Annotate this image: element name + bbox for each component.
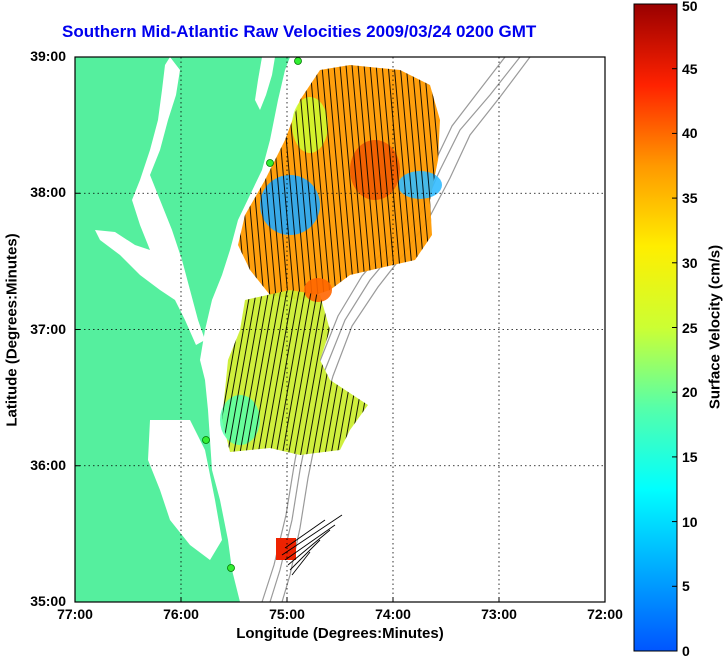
pamlico-sound	[148, 420, 222, 560]
colorbar-tick-label: 30	[682, 254, 698, 271]
velocity-arrows-south	[222, 290, 368, 455]
colorbar	[633, 3, 678, 652]
y-tick-label: 39:00	[30, 48, 66, 64]
y-axis-label: Latitude (Degrees:Minutes)	[3, 233, 21, 427]
x-tick-label: 72:00	[587, 606, 623, 622]
depth-contours	[261, 57, 531, 602]
colorbar-tick-label: 0	[682, 643, 690, 659]
colorbar-tick-label: 40	[682, 125, 698, 142]
x-tick-label: 73:00	[481, 606, 517, 622]
x-tick-label: 75:00	[269, 606, 305, 622]
cape-patch	[276, 538, 296, 560]
x-tick-label: 74:00	[375, 606, 411, 622]
colorbar-ticks	[672, 3, 677, 652]
velocity-arrows-north	[238, 65, 440, 300]
cape-arrows	[281, 514, 343, 576]
colorbar-tick-label: 10	[682, 513, 698, 530]
y-tick-label: 38:00	[30, 184, 66, 201]
x-axis-label: Longitude (Degrees:Minutes)	[236, 625, 444, 642]
delaware-bay	[255, 57, 275, 110]
axis-ticks	[74, 56, 606, 603]
colorbar-tick-label: 50	[682, 0, 698, 14]
land-mass	[75, 57, 290, 602]
colorbar-tick-label: 25	[682, 319, 698, 336]
map-title: Southern Mid-Atlantic Raw Velocities 200…	[62, 22, 537, 41]
y-tick-label: 36:00	[30, 456, 66, 473]
colorbar-tick-label: 45	[682, 60, 698, 77]
colorbar-label: Surface Velocity (cm/s)	[706, 244, 724, 410]
colorbar-tick-label: 20	[682, 384, 698, 401]
x-tick-label: 77:00	[57, 606, 93, 622]
grid-lines	[75, 57, 605, 602]
chesapeake-bay	[95, 57, 205, 345]
colorbar-tick-label: 35	[682, 190, 698, 207]
x-tick-label: 76:00	[163, 606, 199, 622]
y-tick-label: 35:00	[30, 593, 66, 609]
radar-stations	[202, 57, 302, 572]
colorbar-tick-label: 5	[682, 578, 690, 595]
y-tick-label: 37:00	[30, 320, 66, 337]
colorbar-tick-label: 15	[682, 448, 698, 465]
